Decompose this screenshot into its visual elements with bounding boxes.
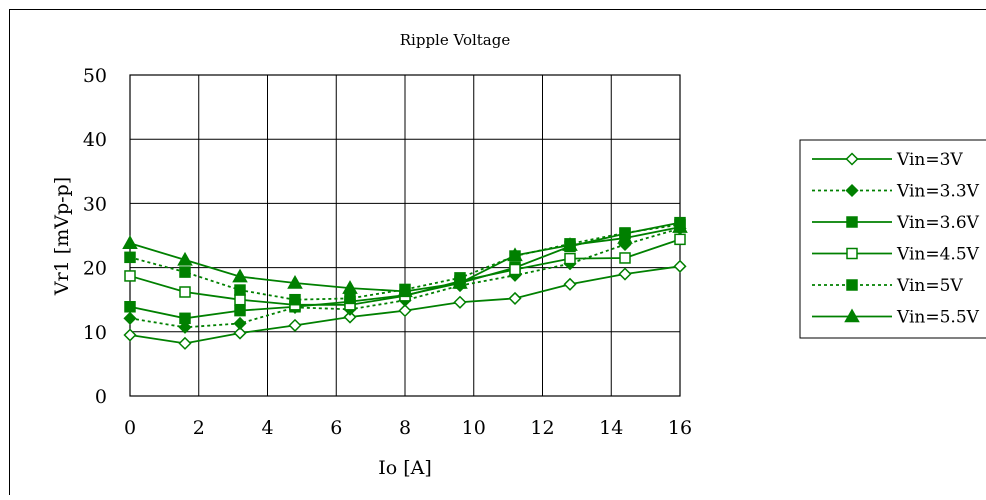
data-point-s2-1	[180, 313, 190, 323]
x-tick-label-5: 10	[462, 417, 486, 439]
x-tick-label-2: 4	[261, 417, 273, 439]
x-tick-label-7: 14	[599, 417, 623, 439]
x-tick-label-8: 16	[668, 417, 692, 439]
legend-label-4: Vin=5V	[896, 276, 963, 296]
chart-title: Ripple Voltage	[400, 31, 511, 49]
data-point-s3-7	[510, 265, 520, 275]
x-tick-label-3: 6	[330, 417, 342, 439]
data-point-s3-10	[675, 234, 685, 244]
legend-marker-3	[847, 249, 857, 259]
x-tick-label-6: 12	[530, 417, 554, 439]
data-point-s4-3	[290, 295, 300, 305]
data-point-s3-2	[235, 295, 245, 305]
data-point-s3-9	[620, 253, 630, 263]
data-point-s4-2	[235, 285, 245, 295]
x-tick-label-1: 2	[193, 417, 205, 439]
data-point-s4-0	[125, 252, 135, 262]
legend-label-1: Vin=3.3V	[896, 182, 980, 202]
legend-label-5: Vin=5.5V	[896, 308, 980, 328]
data-point-s3-1	[180, 287, 190, 297]
y-tick-label-3: 30	[83, 193, 107, 215]
data-point-s4-1	[180, 267, 190, 277]
y-axis-label: Vr1 [mVp-p]	[51, 177, 73, 296]
x-tick-label-4: 8	[399, 417, 411, 439]
legend-label-2: Vin=3.6V	[896, 213, 980, 233]
legend-marker-2	[847, 217, 857, 227]
y-tick-label-1: 10	[83, 322, 107, 344]
y-tick-label-0: 0	[95, 386, 107, 408]
data-point-s2-2	[235, 306, 245, 316]
legend-label-0: Vin=3V	[896, 150, 963, 170]
y-tick-label-5: 50	[83, 65, 107, 87]
data-point-s3-8	[565, 254, 575, 264]
x-tick-label-0: 0	[124, 417, 136, 439]
legend-marker-4	[847, 280, 857, 290]
y-tick-label-4: 40	[83, 129, 107, 151]
data-point-s3-0	[125, 271, 135, 281]
x-axis-label: Io [A]	[378, 457, 432, 479]
y-tick-label-2: 20	[83, 258, 107, 280]
legend-label-3: Vin=4.5V	[896, 245, 980, 265]
data-point-s4-4	[345, 293, 355, 303]
data-point-s2-0	[125, 302, 135, 312]
